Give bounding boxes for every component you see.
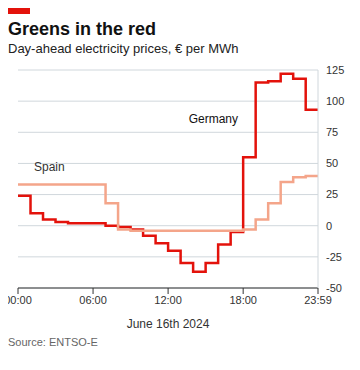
- html-text:Germany: Germany: [188, 112, 238, 126]
- svg-text:12:00: 12:00: [154, 294, 182, 306]
- svg-text:-50: -50: [326, 282, 342, 294]
- svg-text:0: 0: [326, 220, 332, 232]
- svg-text:25: 25: [326, 188, 338, 200]
- html-text:Greens in the red: Greens in the red: [8, 19, 156, 39]
- svg-text:50: 50: [326, 157, 338, 169]
- svg-text:18:00: 18:00: [229, 294, 257, 306]
- svg-text:100: 100: [326, 95, 344, 107]
- svg-text:23:59: 23:59: [304, 294, 332, 306]
- html-text:Source: ENTSO-E: Source: ENTSO-E: [8, 336, 98, 348]
- svg-text:00:00: 00:00: [8, 294, 32, 306]
- svg-text:125: 125: [326, 64, 344, 76]
- svg-text:06:00: 06:00: [79, 294, 107, 306]
- svg-text:June 16th 2024: June 16th 2024: [127, 317, 210, 330]
- svg-text:-25: -25: [326, 251, 342, 263]
- svg-text:75: 75: [326, 126, 338, 138]
- html-text:Day-ahead electricity prices,: Day-ahead electricity prices, € per MWh: [8, 41, 239, 56]
- html-text:Spain: Spain: [34, 160, 65, 174]
